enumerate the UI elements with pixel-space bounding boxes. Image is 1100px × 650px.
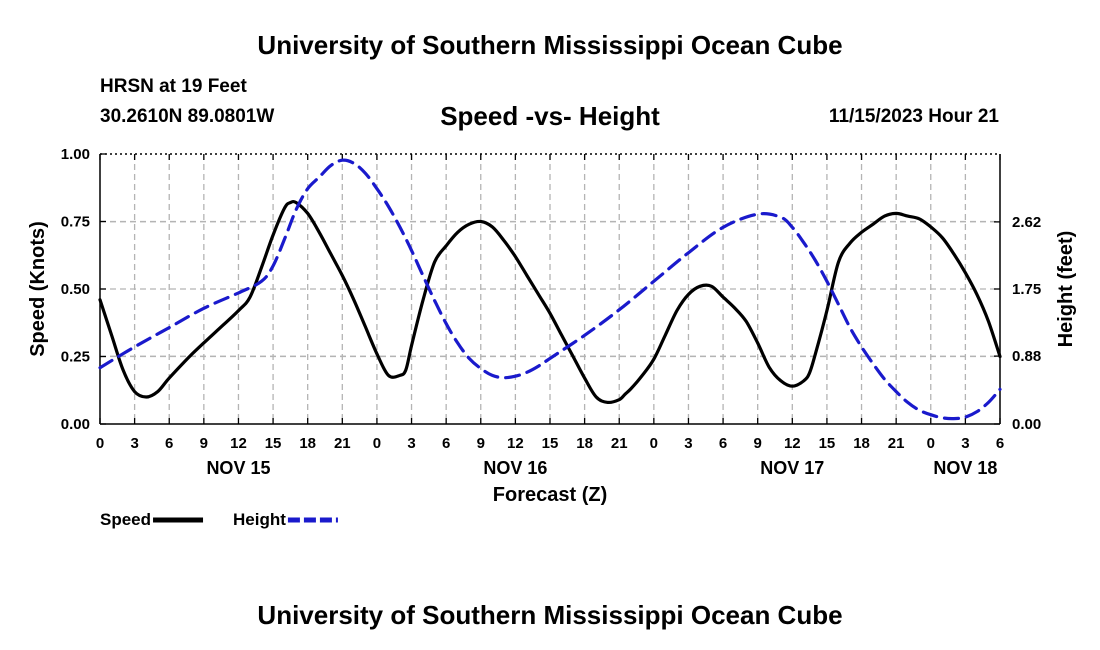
x-tick-label: 3	[684, 435, 692, 452]
legend: Speed Height	[100, 510, 338, 529]
coordinates-label: 30.2610N 89.0801W	[100, 106, 275, 127]
y2-axis-title: Height (feet)	[1055, 231, 1077, 348]
x-tick-label: 0	[927, 435, 935, 452]
x-tick-label: 12	[784, 435, 801, 452]
chart-title: University of Southern Mississippi Ocean…	[257, 30, 843, 60]
x-tick-label: 6	[719, 435, 727, 452]
y-axis-title: Speed (Knots)	[27, 221, 49, 357]
grid	[100, 154, 1000, 424]
x-tick-label: 6	[165, 435, 173, 452]
x-tick-label: 15	[265, 435, 282, 452]
x-tick-label: 9	[200, 435, 208, 452]
y-tick-label: 0.25	[61, 349, 90, 366]
y2-tick-label: 0.00	[1012, 416, 1041, 433]
date-label: NOV 18	[933, 458, 997, 478]
legend-label-speed: Speed	[100, 510, 151, 529]
x-tick-label: 9	[754, 435, 762, 452]
x-tick-label: 15	[542, 435, 559, 452]
axes	[99, 153, 1001, 425]
date-label: NOV 16	[483, 458, 547, 478]
x-tick-label: 15	[819, 435, 836, 452]
y2-tick-label: 2.62	[1012, 214, 1041, 231]
x-tick-label: 21	[611, 435, 628, 452]
x-tick-label: 12	[230, 435, 247, 452]
x-tick-label: 6	[996, 435, 1004, 452]
date-label: NOV 15	[206, 458, 270, 478]
y2-tick-label: 1.75	[1012, 281, 1041, 298]
x-tick-label: 0	[650, 435, 658, 452]
x-tick-label: 21	[334, 435, 351, 452]
x-tick-label: 0	[96, 435, 104, 452]
x-tick-label: 3	[961, 435, 969, 452]
x-tick-label: 18	[853, 435, 870, 452]
x-tick-label: 12	[507, 435, 524, 452]
x-tick-label: 18	[299, 435, 316, 452]
date-label: NOV 17	[760, 458, 824, 478]
legend-label-height: Height	[233, 510, 286, 529]
y-tick-label: 0.75	[61, 214, 90, 231]
series-layer	[98, 158, 1002, 421]
y-tick-label: 0.00	[61, 416, 90, 433]
series-line-speed	[98, 199, 1002, 405]
y2-tick-label: 0.88	[1012, 348, 1041, 365]
chart-subtitle: Speed -vs- Height	[440, 101, 660, 131]
x-tick-label: 21	[888, 435, 905, 452]
station-label: HRSN at 19 Feet	[100, 76, 247, 97]
x-tick-label: 3	[130, 435, 138, 452]
footer-title: University of Southern Mississippi Ocean…	[257, 600, 843, 630]
x-tick-label: 6	[442, 435, 450, 452]
x-tick-label: 0	[373, 435, 381, 452]
x-axis-title: Forecast (Z)	[493, 484, 607, 506]
y-tick-label: 1.00	[61, 146, 90, 163]
x-tick-label: 9	[477, 435, 485, 452]
series-line-height	[98, 158, 1002, 421]
axis-labels: 0 3 6 9 12 15 18 21 0 3 6 9 12 15 18 21 0 3 6 9 12 15 18 21 0 3 60…	[27, 146, 1077, 506]
x-tick-label: 18	[576, 435, 593, 452]
y-tick-label: 0.50	[61, 281, 90, 298]
forecast-datetime: 11/15/2023 Hour 21	[828, 106, 999, 127]
x-tick-label: 3	[407, 435, 415, 452]
chart-svg: 0 3 6 9 12 15 18 21 0 3 6 9 12 15 18 21 0 3 6 9 12 15 18 21 0 3 60…	[27, 146, 1077, 529]
